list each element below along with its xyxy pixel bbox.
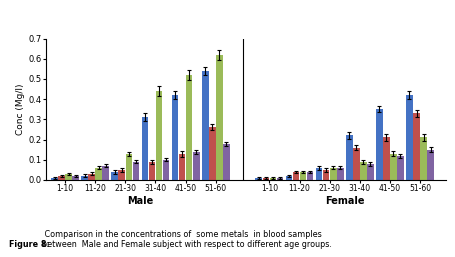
Bar xyxy=(216,55,222,180)
Bar xyxy=(102,166,109,180)
Bar xyxy=(193,152,200,180)
Text: Figure 8:: Figure 8: xyxy=(9,240,50,249)
Bar xyxy=(51,178,58,180)
Bar xyxy=(406,95,413,180)
Bar xyxy=(353,148,359,180)
Bar xyxy=(132,162,139,180)
Bar xyxy=(149,162,155,180)
Text: Female: Female xyxy=(325,196,364,206)
Bar xyxy=(269,178,276,180)
Bar xyxy=(323,170,329,180)
Bar xyxy=(316,168,323,180)
Bar xyxy=(413,113,420,180)
Legend: As, Pb, Ni, Cd: As, Pb, Ni, Cd xyxy=(175,0,317,3)
Bar xyxy=(118,170,125,180)
Bar xyxy=(202,71,208,180)
Bar xyxy=(179,154,186,180)
Text: Comparison in the concentrations of  some metals  in blood samples
between  Male: Comparison in the concentrations of some… xyxy=(42,230,332,249)
Bar xyxy=(397,156,404,180)
Bar xyxy=(111,172,118,180)
Bar xyxy=(390,154,397,180)
Bar xyxy=(293,172,299,180)
Bar xyxy=(58,176,65,180)
Text: Male: Male xyxy=(127,196,153,206)
Bar xyxy=(142,117,148,180)
Bar xyxy=(96,168,102,180)
Bar xyxy=(307,172,313,180)
Bar xyxy=(126,154,132,180)
Bar xyxy=(420,137,427,180)
Bar xyxy=(427,150,434,180)
Bar xyxy=(72,176,79,180)
Bar xyxy=(81,176,88,180)
Bar xyxy=(277,178,283,180)
Bar xyxy=(172,95,178,180)
Bar xyxy=(156,91,162,180)
Bar xyxy=(263,178,269,180)
Bar xyxy=(337,168,344,180)
Y-axis label: Conc (Mg/l): Conc (Mg/l) xyxy=(16,84,25,135)
Bar xyxy=(186,75,192,180)
Bar xyxy=(209,127,216,180)
Bar xyxy=(163,160,169,180)
Bar xyxy=(330,168,337,180)
Bar xyxy=(286,176,292,180)
Bar xyxy=(88,174,95,180)
Bar xyxy=(223,144,230,180)
Bar xyxy=(300,172,306,180)
Bar xyxy=(376,109,383,180)
Bar xyxy=(360,162,367,180)
Bar xyxy=(255,178,262,180)
Bar xyxy=(367,164,374,180)
Bar xyxy=(65,174,72,180)
Bar xyxy=(346,135,353,180)
Bar xyxy=(383,137,390,180)
